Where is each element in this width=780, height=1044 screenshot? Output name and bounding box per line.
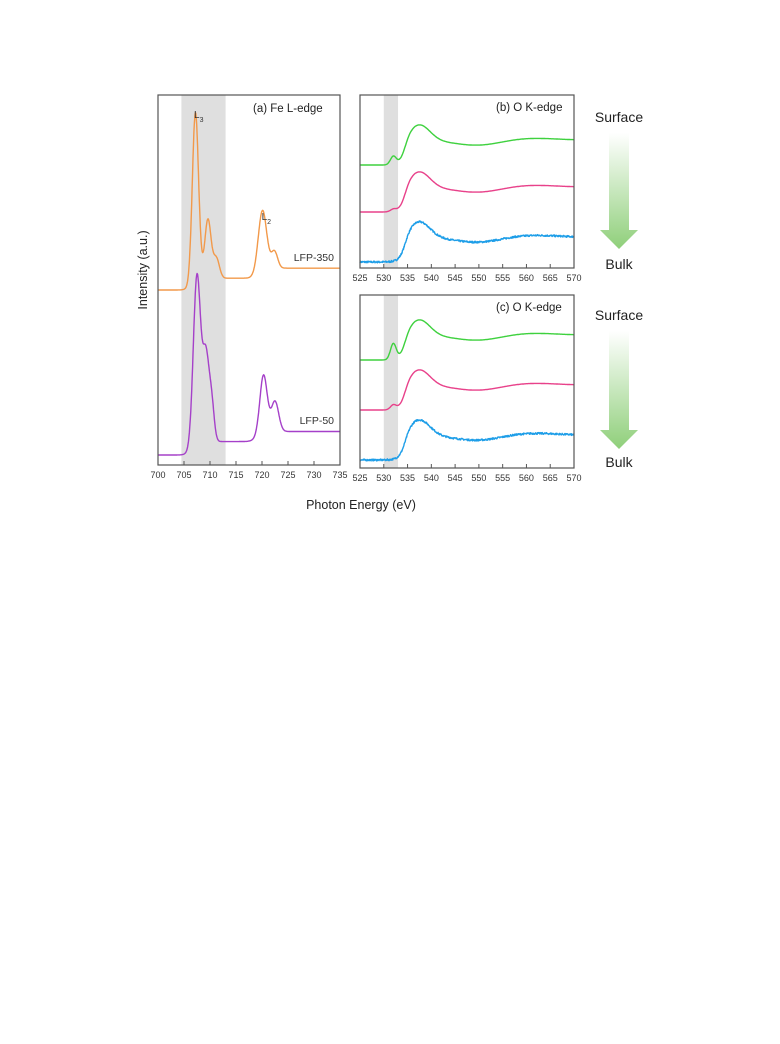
x-tick-label: 525 xyxy=(352,473,367,483)
x-ticks-b: 525 530 535 540 545 550 555 560 565 570 xyxy=(352,264,582,283)
panel-a: 700 705 710 715 720 725 730 735 (a) Fe L-edge L… xyxy=(150,94,348,480)
x-tick-label: 725 xyxy=(280,470,295,480)
peak-labels: L3 L2 xyxy=(194,110,271,226)
down-arrow-icon xyxy=(600,331,638,449)
panel-b-title: (b) O K-edge xyxy=(496,102,562,114)
series-labels: LFP-350 LFP-50 xyxy=(294,252,334,427)
depth-arrow-top: Surface Bulk xyxy=(595,109,643,272)
x-tick-label: 540 xyxy=(424,273,439,283)
x-tick-label: 735 xyxy=(332,470,347,480)
series-line-bulk xyxy=(359,220,575,264)
x-ticks-c: 525 530 535 540 545 550 555 560 565 570 xyxy=(352,464,582,483)
series-line-middle xyxy=(360,171,574,213)
panel-a-title: (a) Fe L-edge xyxy=(253,103,323,115)
surface-label-top: Surface xyxy=(595,109,643,125)
surface-label-bottom: Surface xyxy=(595,307,643,323)
series-line-lfp-350 xyxy=(157,112,341,291)
x-tick-label: 710 xyxy=(202,470,217,480)
x-tick-label: 555 xyxy=(495,473,510,483)
x-tick-label: 525 xyxy=(352,273,367,283)
frame-a xyxy=(157,94,341,466)
panel-c: 525 530 535 540 545 550 555 560 565 570 (c) O K-e… xyxy=(352,294,582,483)
panel-b: 525 530 535 540 545 550 555 560 565 570 (b) O K-e… xyxy=(352,94,582,283)
series-line-surface xyxy=(360,319,574,361)
x-tick-label: 565 xyxy=(543,473,558,483)
shaded-region-c xyxy=(383,295,399,468)
curves-c xyxy=(359,319,575,462)
x-ticks-a: 700 705 710 715 720 725 730 735 xyxy=(150,461,348,480)
x-tick-label: 545 xyxy=(448,273,463,283)
x-tick-label: 700 xyxy=(150,470,165,480)
panel-c-title: (c) O K-edge xyxy=(496,302,562,314)
x-tick-label: 705 xyxy=(176,470,191,480)
x-axis-label: Photon Energy (eV) xyxy=(306,498,416,512)
frame-b xyxy=(359,94,575,269)
x-tick-label: 715 xyxy=(228,470,243,480)
x-tick-label: 730 xyxy=(306,470,321,480)
shaded-region-b xyxy=(383,95,399,268)
x-tick-label: 530 xyxy=(376,473,391,483)
x-tick-label: 535 xyxy=(400,473,415,483)
curves-a xyxy=(157,112,341,456)
series-label: LFP-50 xyxy=(300,415,335,427)
x-tick-label: 570 xyxy=(566,273,581,283)
x-tick-label: 570 xyxy=(566,473,581,483)
x-tick-label: 720 xyxy=(254,470,269,480)
x-tick-label: 550 xyxy=(471,473,486,483)
x-tick-label: 530 xyxy=(376,273,391,283)
peak-label-subscript: 2 xyxy=(267,219,271,226)
y-axis-label: Intensity (a.u.) xyxy=(136,230,150,309)
curves-b xyxy=(359,124,575,264)
series-line-lfp-50 xyxy=(157,272,341,456)
depth-arrow-bottom: Surface Bulk xyxy=(595,307,643,470)
shaded-region-a xyxy=(181,95,226,465)
x-tick-label: 540 xyxy=(424,473,439,483)
down-arrow-icon xyxy=(600,133,638,249)
x-tick-label: 545 xyxy=(448,473,463,483)
series-line-middle xyxy=(360,369,574,411)
series-line-surface xyxy=(360,124,574,166)
bulk-label-bottom: Bulk xyxy=(605,454,633,470)
x-tick-label: 560 xyxy=(519,273,534,283)
peak-label: L2 xyxy=(262,212,272,226)
bulk-label-top: Bulk xyxy=(605,256,633,272)
x-tick-label: 535 xyxy=(400,273,415,283)
peak-label-subscript: 3 xyxy=(200,117,204,124)
peak-label: L3 xyxy=(194,110,204,124)
series-line-bulk xyxy=(359,419,575,462)
x-tick-label: 565 xyxy=(543,273,558,283)
frame-c xyxy=(359,294,575,469)
x-tick-label: 550 xyxy=(471,273,486,283)
x-tick-label: 560 xyxy=(519,473,534,483)
series-label: LFP-350 xyxy=(294,252,334,264)
x-tick-label: 555 xyxy=(495,273,510,283)
